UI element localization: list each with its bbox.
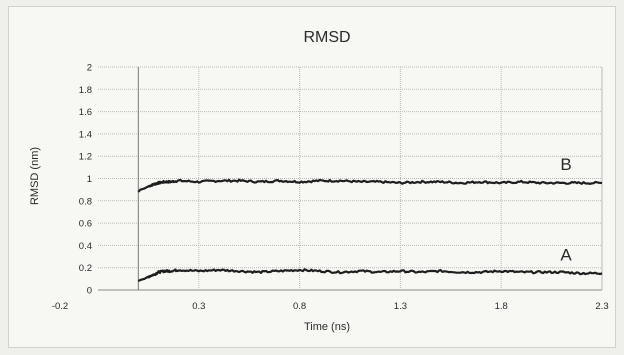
y-tick-label: 1.4 <box>79 129 92 140</box>
y-tick-label: 1.8 <box>79 85 92 96</box>
series-line-b <box>137 178 603 193</box>
x-tick-label: 2.3 <box>595 301 608 312</box>
series-label-b: B <box>560 155 571 174</box>
y-tick-label: 0.4 <box>79 241 92 252</box>
y-tick-label: 0.8 <box>79 196 92 207</box>
x-tick-label: 0.3 <box>192 301 205 312</box>
y-tick-label: 1.6 <box>79 107 92 118</box>
y-tick-label: 0.2 <box>79 263 92 274</box>
tick-layer: 0 0.2 0.4 0.6 0.8 1 1.2 1.4 1.6 1.8 2 -0.2 0.3 0.8 1.3… <box>52 63 609 313</box>
y-tick-label: 2 <box>87 63 92 74</box>
series-line-a <box>137 268 603 283</box>
series-layer <box>137 178 603 283</box>
x-axis-label: Time (ns) <box>304 321 350 333</box>
y-axis-label: RMSD (nm) <box>29 147 41 205</box>
series-label-a: A <box>560 245 572 264</box>
x-tick-label: -0.2 <box>52 301 68 312</box>
y-tick-label: 1 <box>87 174 92 185</box>
x-tick-label: 1.3 <box>394 301 407 312</box>
grid-layer <box>98 66 603 291</box>
chart-area <box>8 6 616 348</box>
series-labels: BA <box>560 155 572 264</box>
y-tick-label: 0 <box>87 286 92 297</box>
y-tick-label: 0.6 <box>79 219 92 230</box>
x-tick-label: 0.8 <box>293 301 306 312</box>
chart-title: RMSD <box>303 29 350 46</box>
x-tick-label: 1.8 <box>495 301 508 312</box>
y-tick-label: 1.2 <box>79 152 92 163</box>
